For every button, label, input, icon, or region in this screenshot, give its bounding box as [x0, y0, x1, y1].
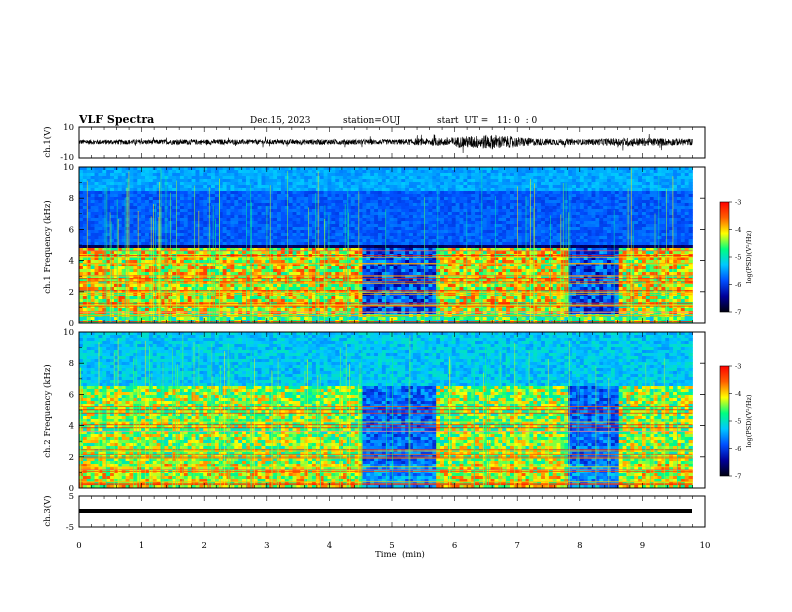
- ch3-ytick-top: 5: [69, 492, 74, 502]
- spectrogram-panel-ch1: 0 2 4 6 8 10 ch.1 Frequency (kHz): [42, 163, 706, 329]
- header-date: Dec.15, 2023: [250, 116, 311, 126]
- colorbar-tick-label: -4: [735, 226, 741, 234]
- colorbar-tick-label: -7: [735, 473, 741, 481]
- ytick-label: 6: [69, 225, 74, 235]
- ytick-label: 10: [63, 328, 74, 338]
- ytick-label: 0: [69, 319, 74, 329]
- ytick-label: 8: [69, 359, 74, 369]
- colorbar-ch2: -3 -4 -5 -6 -7 log(PSD)(V²/Hz): [719, 363, 753, 481]
- time-axis-labels: 0 1 2 3 4 5 6 7 8 9 10: [76, 541, 710, 551]
- colorbar-tick-label: -5: [735, 418, 741, 426]
- spectrogram-ch2-image: [79, 332, 705, 489]
- waveform-panel-ch1: 10 -10 ch.1(V): [42, 123, 706, 163]
- colorbar-ch2-label: log(PSD)(V²/Hz): [745, 394, 753, 447]
- colorbar-tick-label: -5: [735, 254, 741, 262]
- ch1-ytick-top: 10: [63, 123, 74, 133]
- ytick-label: 10: [63, 163, 74, 173]
- colorbar-ch1: -3 -4 -5 -6 -7 log(PSD)(V²/Hz): [719, 199, 753, 317]
- ytick-label: 6: [69, 390, 74, 400]
- ch2-spectrogram-ylabel: ch.2 Frequency (kHz): [42, 364, 53, 457]
- time-tick-label: 8: [577, 541, 582, 551]
- time-axis-ticks: [78, 127, 706, 527]
- time-tick-label: 2: [201, 541, 206, 551]
- time-tick-label: 10: [700, 541, 711, 551]
- ch1-ytick-bottom: -10: [60, 153, 74, 163]
- ytick-label: 4: [69, 422, 74, 432]
- ytick-label: 0: [69, 484, 74, 494]
- waveform-ch3-trace: [79, 509, 692, 513]
- colorbar-tick-label: -6: [735, 281, 741, 289]
- colorbar-ch1-bar: [719, 201, 730, 313]
- colorbar-tick-label: -7: [735, 309, 741, 317]
- time-tick-label: 1: [139, 541, 144, 551]
- colorbar-tick-label: -4: [735, 390, 741, 398]
- ytick-label: 2: [69, 453, 74, 463]
- waveform-ch1-trace: [78, 133, 693, 154]
- time-tick-label: 0: [76, 541, 81, 551]
- ytick-label: 4: [69, 257, 74, 267]
- ch1-waveform-ylabel: ch.1(V): [42, 126, 53, 157]
- ytick-label: 2: [69, 288, 74, 298]
- time-axis-label: Time (min): [375, 549, 425, 560]
- time-tick-label: 3: [264, 541, 269, 551]
- ytick-label: 8: [69, 194, 74, 204]
- ch3-waveform-ylabel: ch.3(V): [42, 495, 53, 526]
- time-tick-label: 7: [514, 541, 519, 551]
- colorbar-tick-label: -6: [735, 445, 741, 453]
- colorbar-tick-label: -3: [735, 363, 741, 371]
- time-tick-label: 5: [389, 541, 394, 551]
- colorbar-tick-label: -3: [735, 199, 741, 207]
- time-tick-label: 6: [452, 541, 457, 551]
- time-tick-label: 9: [640, 541, 645, 551]
- time-tick-label: 4: [327, 541, 332, 551]
- spectrogram-panel-ch2: 0 2 4 6 8 10 ch.2 Frequency (kHz): [42, 328, 706, 494]
- ch1-spectrogram-ylabel: ch.1 Frequency (kHz): [42, 200, 53, 293]
- figure-title: VLF Spectra: [78, 113, 154, 126]
- header-start-time: start UT = 11: 0 : 0: [437, 116, 538, 126]
- spectrogram-ch1-image: [79, 167, 705, 324]
- colorbar-ch1-label: log(PSD)(V²/Hz): [745, 230, 753, 283]
- colorbar-ch2-bar: [719, 365, 730, 477]
- header-station: station=OUJ: [343, 116, 401, 126]
- ch3-ytick-bottom: -5: [66, 523, 74, 533]
